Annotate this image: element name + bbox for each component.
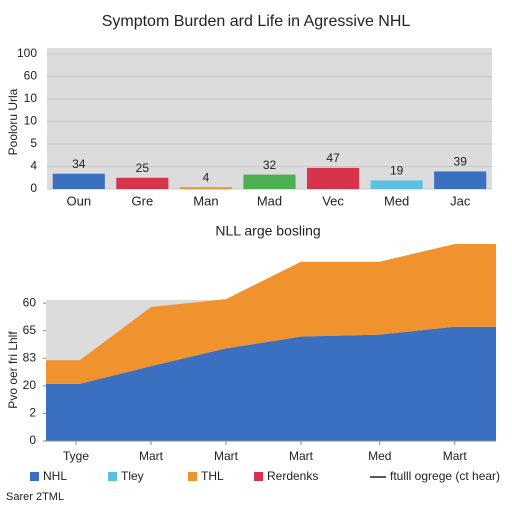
bar [434, 171, 487, 189]
x-tick-label: Mart [139, 449, 164, 463]
bar [52, 173, 105, 189]
y-tick-label: 65 [23, 323, 37, 337]
legend-marker [30, 472, 39, 481]
x-tick-label: Mart [214, 449, 239, 463]
y-tick-label: 10 [24, 91, 38, 105]
x-tick-label: Tyge [63, 449, 89, 463]
legend-label: Rerdenks [267, 469, 318, 483]
x-tick-label: Vec [322, 193, 344, 208]
footer: Sarer 2TML [6, 491, 64, 503]
plot-background [47, 48, 492, 189]
y-tick-label: 0 [29, 433, 36, 447]
legend-label: ftulll ogrege (ct hear) [390, 469, 500, 483]
area [46, 244, 496, 384]
bar [370, 180, 423, 189]
bar [243, 174, 296, 189]
x-tick-label: Mart [443, 449, 468, 463]
data-label: 19 [390, 164, 404, 178]
x-tick-label: Med [384, 193, 409, 208]
y-tick-label: 100 [17, 46, 37, 60]
y-axis-label: Pooloru Urla [6, 88, 20, 155]
legend-label: THL [201, 469, 224, 483]
y-tick-label: 83 [23, 350, 37, 364]
data-label: 39 [454, 155, 468, 169]
legend-marker [188, 472, 197, 481]
x-tick-label: Oun [66, 193, 91, 208]
y-axis-label: Pvo oer fri Lhlf [6, 331, 20, 409]
x-tick-label: Jac [450, 193, 471, 208]
chart-title: NLL arge bosling [215, 223, 320, 239]
bar [116, 177, 169, 189]
legend-marker [108, 472, 117, 481]
data-label: 25 [136, 161, 150, 175]
y-tick-label: 5 [30, 136, 37, 150]
data-label: 47 [326, 151, 340, 165]
y-tick-label: 4 [30, 159, 37, 173]
legend-marker [254, 472, 263, 481]
y-tick-label: 0 [30, 181, 37, 195]
x-tick-label: Med [368, 449, 391, 463]
data-label: 34 [72, 157, 86, 171]
data-label: 4 [203, 170, 210, 184]
y-tick-label: 10 [24, 114, 38, 128]
area [46, 326, 496, 441]
chart-title: Symptom Burden ard Life in Agressive NHL [102, 13, 411, 30]
bar [307, 167, 360, 189]
bar [179, 187, 232, 189]
y-tick-label: 20 [23, 378, 37, 392]
x-tick-label: Man [193, 193, 218, 208]
x-tick-label: Mart [289, 449, 314, 463]
data-label: 32 [263, 158, 277, 172]
y-tick-label: 60 [23, 295, 37, 309]
y-tick-label: 60 [24, 69, 38, 83]
legend-label: NHL [43, 469, 67, 483]
y-tick-label: 2 [29, 406, 36, 420]
legend-label: Tley [121, 469, 144, 483]
x-tick-label: Gre [132, 193, 154, 208]
x-tick-label: Mad [257, 193, 282, 208]
